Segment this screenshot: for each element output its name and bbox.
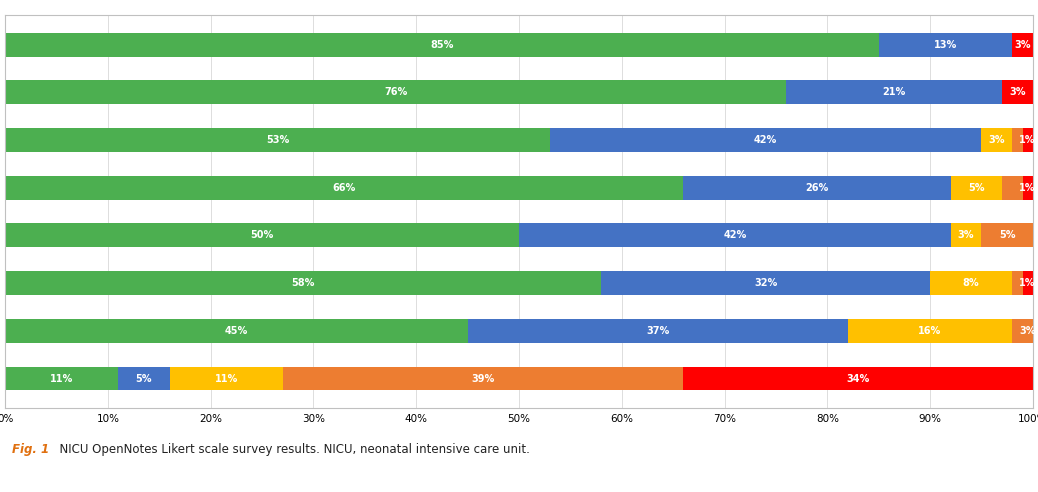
Bar [5,176,683,200]
Bar [5,32,878,57]
Text: 1%: 1% [1019,278,1036,288]
Bar [1022,271,1033,295]
Bar [683,176,951,200]
Text: 1%: 1% [1019,183,1036,193]
Text: 45%: 45% [225,326,248,336]
Bar [1012,128,1022,152]
Bar [5,319,467,343]
Text: 42%: 42% [723,230,746,241]
Bar [1022,128,1033,152]
Text: 3%: 3% [1019,326,1036,336]
Bar [118,367,169,391]
Text: 58%: 58% [292,278,315,288]
Text: 76%: 76% [384,87,407,97]
Bar [982,223,1033,247]
Bar [982,128,1012,152]
Bar [786,80,1002,104]
Text: 42%: 42% [754,135,777,145]
Bar [1002,176,1022,200]
Text: 3%: 3% [1009,87,1026,97]
Bar [951,223,982,247]
Bar [5,80,786,104]
Text: 34%: 34% [847,373,870,384]
Bar [467,319,848,343]
Bar [930,271,1012,295]
Text: 53%: 53% [266,135,290,145]
Text: 26%: 26% [805,183,828,193]
Text: 1%: 1% [1019,135,1036,145]
Bar [601,271,930,295]
Text: 3%: 3% [958,230,975,241]
Text: 5%: 5% [999,230,1015,241]
Text: 3%: 3% [1014,39,1031,50]
Bar [5,223,519,247]
Text: 5%: 5% [136,373,153,384]
Text: 5%: 5% [968,183,984,193]
Bar [951,176,1002,200]
Text: NICU OpenNotes Likert scale survey results. NICU, neonatal intensive care unit.: NICU OpenNotes Likert scale survey resul… [52,443,529,456]
Text: 37%: 37% [646,326,670,336]
Text: 16%: 16% [919,326,941,336]
Bar [848,319,1012,343]
Text: 39%: 39% [471,373,495,384]
Text: 11%: 11% [215,373,238,384]
Bar [1012,319,1038,343]
Bar [5,367,118,391]
Text: Fig. 1: Fig. 1 [12,443,50,456]
Bar [878,32,1012,57]
Text: 3%: 3% [988,135,1005,145]
Text: 11%: 11% [50,373,74,384]
Bar [1012,32,1033,57]
Text: 21%: 21% [882,87,906,97]
Bar [1022,176,1033,200]
Bar [1012,271,1022,295]
Bar [282,367,683,391]
Bar [5,128,550,152]
Text: 66%: 66% [333,183,356,193]
Text: 50%: 50% [250,230,274,241]
Text: 8%: 8% [963,278,980,288]
Text: 13%: 13% [934,39,957,50]
Bar [1002,80,1033,104]
Bar [683,367,1033,391]
Bar [169,367,282,391]
Bar [550,128,982,152]
Text: 85%: 85% [430,39,454,50]
Bar [519,223,951,247]
Bar [5,271,601,295]
Text: 32%: 32% [754,278,777,288]
